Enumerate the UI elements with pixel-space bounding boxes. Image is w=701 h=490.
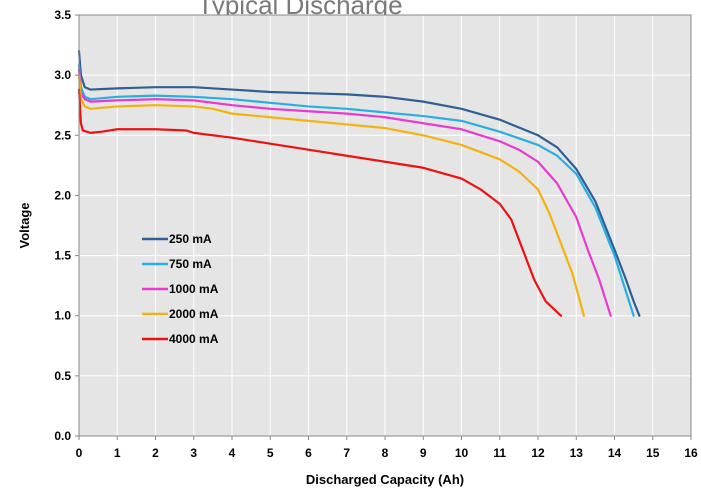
- x-tick-label: 4: [229, 446, 236, 460]
- x-tick-label: 14: [608, 446, 622, 460]
- x-tick-label: 12: [531, 446, 545, 460]
- y-tick-label: 0.5: [54, 369, 71, 383]
- legend: 250 mA 750 mA 1000 mA 2000 mA 4000 mA: [142, 232, 219, 346]
- x-tick-label: 3: [190, 446, 197, 460]
- x-axis-label: Discharged Capacity (Ah): [306, 472, 464, 487]
- series-line-2000-ma: [77, 74, 585, 317]
- series-line-750-ma: [77, 64, 635, 317]
- x-tick-label: 0: [76, 446, 83, 460]
- x-tick-label: 6: [305, 446, 312, 460]
- legend-label: 250 mA: [169, 232, 212, 246]
- y-tick-label: 0.0: [54, 429, 71, 443]
- legend-label: 2000 mA: [169, 307, 219, 321]
- legend-label: 4000 mA: [169, 332, 219, 346]
- y-tick-label: 2.5: [54, 128, 71, 142]
- y-tick-label: 3.0: [54, 68, 71, 82]
- x-tick-label: 7: [343, 446, 350, 460]
- x-tick-label: 9: [420, 446, 427, 460]
- y-tick-label: 3.5: [54, 8, 71, 22]
- series-line-1000-ma: [77, 68, 612, 317]
- x-tick-label: 15: [646, 446, 660, 460]
- x-tick-label: 5: [267, 446, 274, 460]
- legend-label: 1000 mA: [169, 282, 219, 296]
- x-tick-label: 2: [152, 446, 159, 460]
- axes: 0 1 2 3 4 5 6 7 8 9 10 11 12 13 14 15 160.00.51.01.52.02…: [54, 8, 698, 460]
- x-tick-label: 10: [455, 446, 469, 460]
- series-line-4000-ma: [77, 88, 563, 317]
- series-line-250-ma: [77, 49, 641, 317]
- x-tick-label: 13: [570, 446, 584, 460]
- y-tick-label: 1.5: [54, 249, 71, 263]
- legend-label: 750 mA: [169, 257, 212, 271]
- y-tick-label: 2.0: [54, 188, 71, 202]
- x-tick-label: 1: [114, 446, 121, 460]
- x-tick-label: 11: [493, 446, 506, 460]
- series-group: [77, 49, 641, 317]
- y-tick-label: 1.0: [54, 309, 71, 323]
- x-tick-label: 16: [684, 446, 698, 460]
- y-axis-label: Voltage: [17, 203, 32, 249]
- x-tick-label: 8: [382, 446, 389, 460]
